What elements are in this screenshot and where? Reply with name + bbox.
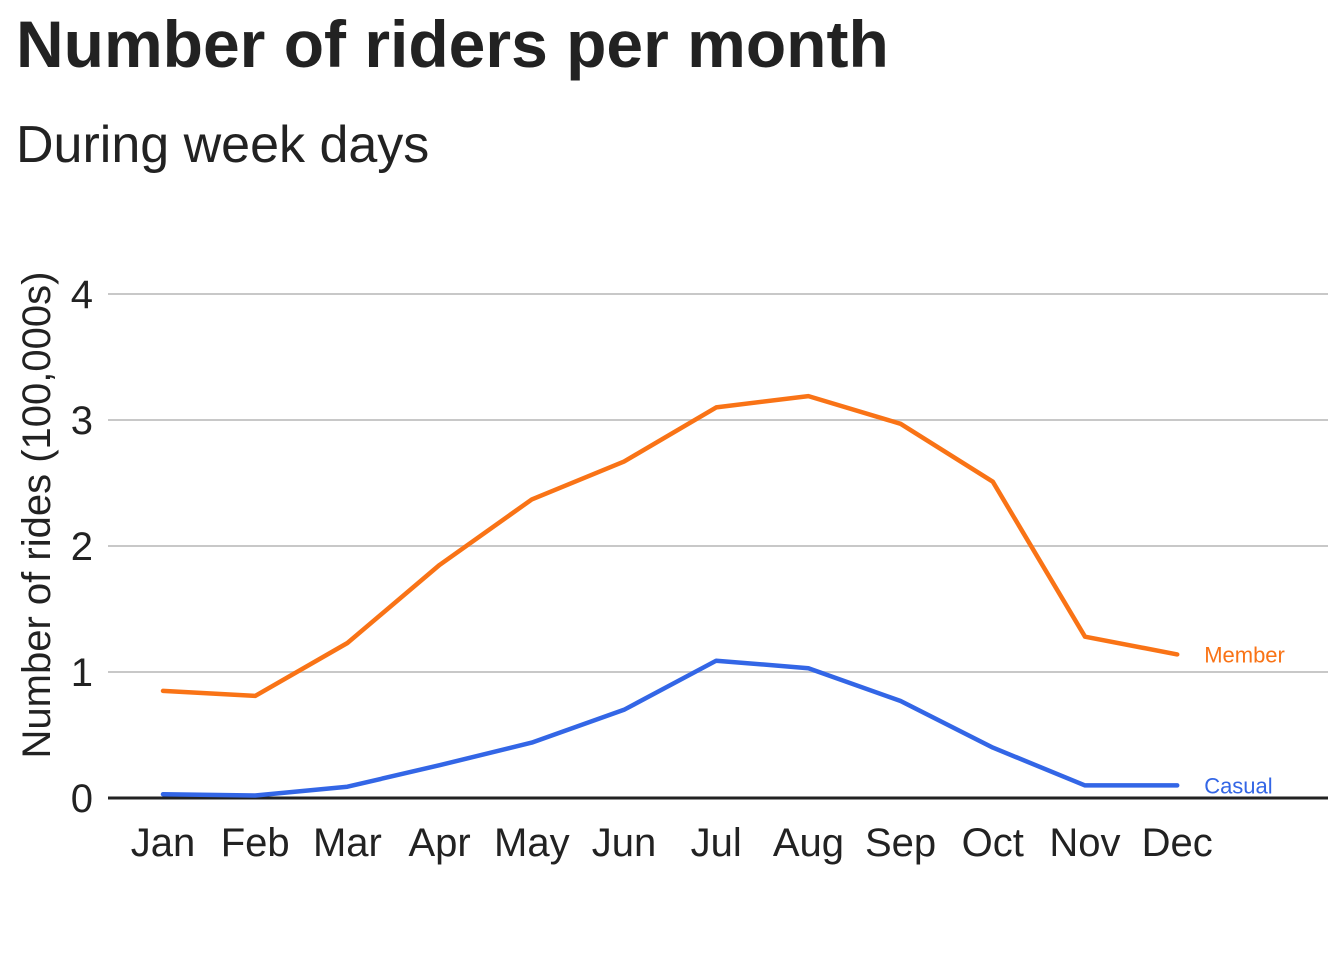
x-tick-label: Jan bbox=[131, 821, 196, 865]
x-tick-label: May bbox=[494, 821, 570, 865]
series-lines bbox=[160, 393, 1180, 798]
y-tick-label: 0 bbox=[71, 777, 93, 821]
series-line-casual bbox=[160, 658, 1180, 798]
x-tick-label: Dec bbox=[1142, 821, 1213, 865]
series-line-member bbox=[160, 393, 1180, 699]
x-axis-ticks: Jan Feb Mar Apr May Jun Jul Aug Sep Oct Nov Dec bbox=[131, 821, 1213, 865]
x-tick-label: Nov bbox=[1049, 821, 1120, 865]
y-tick-label: 3 bbox=[71, 399, 93, 443]
series-label-member: Member bbox=[1204, 642, 1285, 667]
gridlines bbox=[108, 293, 1328, 800]
x-tick-label: Jul bbox=[691, 821, 742, 865]
series-labels: Member Casual bbox=[1204, 642, 1285, 798]
y-axis-ticks: 0 1 2 3 4 bbox=[71, 273, 93, 821]
x-tick-label: Feb bbox=[221, 821, 290, 865]
y-tick-label: 4 bbox=[71, 273, 93, 317]
x-tick-label: Apr bbox=[408, 821, 470, 865]
x-tick-label: Mar bbox=[313, 821, 382, 865]
chart-title: Number of riders per month bbox=[16, 7, 889, 81]
x-tick-label: Oct bbox=[962, 821, 1024, 865]
x-tick-label: Sep bbox=[865, 821, 936, 865]
y-axis-label: Number of rides (100,000s) bbox=[15, 272, 59, 759]
x-tick-label: Jun bbox=[592, 821, 657, 865]
y-tick-label: 1 bbox=[71, 651, 93, 695]
chart-subtitle: During week days bbox=[16, 116, 430, 174]
y-tick-label: 2 bbox=[71, 525, 93, 569]
x-tick-label: Aug bbox=[773, 821, 844, 865]
series-label-casual: Casual bbox=[1204, 773, 1272, 798]
